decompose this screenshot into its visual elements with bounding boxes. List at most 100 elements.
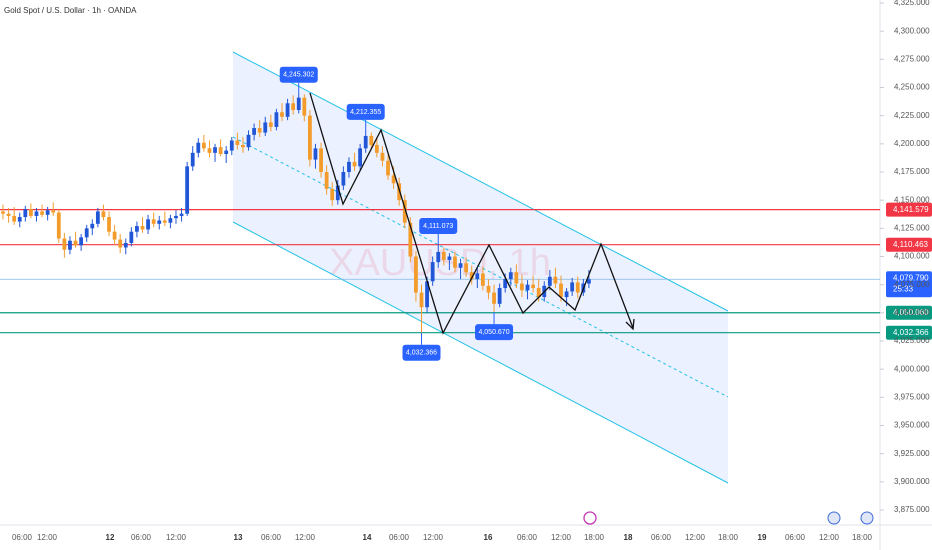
candle-body bbox=[374, 144, 379, 153]
candle-body bbox=[497, 288, 502, 304]
candle-body bbox=[79, 237, 84, 246]
candle-body bbox=[12, 215, 17, 222]
candle-body bbox=[241, 144, 245, 148]
candle-body bbox=[45, 210, 50, 215]
x-tick-label: 06:00 bbox=[517, 533, 538, 542]
candle-body bbox=[207, 148, 212, 153]
candle-body bbox=[17, 217, 22, 222]
last-price-tag bbox=[886, 271, 932, 298]
candle-body bbox=[514, 272, 519, 284]
candle-body bbox=[341, 172, 346, 186]
annotation-box bbox=[475, 324, 514, 341]
candle-body bbox=[40, 211, 44, 215]
event-icon[interactable] bbox=[860, 511, 874, 525]
y-tick-label: 4,300.000 bbox=[894, 26, 930, 35]
candle-body bbox=[469, 272, 474, 280]
candle-body bbox=[213, 147, 217, 153]
candle-body bbox=[575, 282, 580, 293]
candle-body bbox=[235, 140, 240, 145]
candle-body bbox=[268, 122, 273, 127]
candle-body bbox=[151, 219, 156, 224]
annotation-label: 4,111.073 bbox=[423, 223, 453, 230]
candle-body bbox=[358, 148, 363, 167]
candle-body bbox=[475, 273, 480, 280]
candle-body bbox=[447, 256, 452, 260]
annotations: 4,245.302 4,212.355 4,111.073 4,032.366 4,05… bbox=[279, 66, 514, 361]
candle-body bbox=[531, 284, 535, 289]
channel-bottom bbox=[232, 221, 729, 484]
candle-body bbox=[90, 223, 95, 229]
y-tick-label: 4,050.000 bbox=[894, 308, 930, 317]
x-tick-label: 12:00 bbox=[819, 533, 840, 542]
y-tick-label: 3,900.000 bbox=[894, 477, 930, 486]
candle-body bbox=[73, 240, 78, 246]
y-tick-label: 4,025.000 bbox=[894, 336, 930, 345]
channel bbox=[232, 51, 729, 484]
candle-body bbox=[486, 285, 491, 293]
x-tick-label: 06:00 bbox=[131, 533, 152, 542]
y-tick-label: 4,150.000 bbox=[894, 195, 930, 204]
candle-body bbox=[291, 103, 296, 111]
annotation-box bbox=[346, 103, 385, 120]
candles bbox=[1, 92, 591, 333]
candle-body bbox=[547, 276, 552, 286]
y-tick-label: 4,325.000 bbox=[894, 0, 930, 7]
candle-body bbox=[1, 211, 5, 214]
annotation-label: 4,212.355 bbox=[350, 109, 381, 116]
y-tick-label: 4,000.000 bbox=[894, 364, 930, 373]
x-tick-label: 14 bbox=[363, 533, 372, 542]
candle-body bbox=[480, 273, 485, 286]
annotation-box bbox=[402, 344, 441, 361]
candle-body bbox=[118, 239, 123, 248]
candle-body bbox=[414, 256, 418, 293]
y-tick-label: 3,875.000 bbox=[894, 505, 930, 514]
event-icon[interactable] bbox=[827, 511, 841, 525]
candle-body bbox=[263, 122, 268, 133]
candle-body bbox=[162, 220, 167, 223]
x-tick-label: 12:00 bbox=[295, 533, 316, 542]
candle-body bbox=[386, 160, 390, 176]
candle-body bbox=[464, 263, 469, 273]
level-tag-label: 4,141.579 bbox=[893, 205, 929, 214]
candle-body bbox=[330, 188, 335, 201]
x-tick-label: 13 bbox=[234, 533, 243, 542]
candle-body bbox=[123, 242, 128, 248]
annotation-label: 4,245.302 bbox=[283, 72, 314, 79]
countdown: 25:33 bbox=[893, 284, 914, 293]
x-tick-label: 12:00 bbox=[423, 533, 444, 542]
candle-body bbox=[441, 251, 446, 260]
candle-body bbox=[458, 263, 463, 268]
y-tick-label: 3,975.000 bbox=[894, 392, 930, 401]
candle-body bbox=[190, 152, 195, 167]
candle-body bbox=[508, 272, 513, 280]
level-tag bbox=[886, 237, 932, 252]
candle-body bbox=[34, 211, 39, 216]
levels: 4,141.579 4,110.463 4,050.060 4,032.366 4,07… bbox=[0, 202, 932, 340]
candle-body bbox=[224, 150, 229, 154]
candle-body bbox=[246, 134, 251, 148]
x-tick-label: 06:00 bbox=[261, 533, 282, 542]
candle-body bbox=[419, 292, 424, 308]
event-icon[interactable] bbox=[583, 511, 597, 525]
candle-body bbox=[6, 213, 11, 216]
candle-body bbox=[313, 148, 318, 160]
candle-body bbox=[135, 226, 139, 232]
level-tag-label: 4,032.366 bbox=[893, 328, 929, 337]
candle-body bbox=[62, 238, 67, 250]
candle-body bbox=[564, 291, 569, 298]
x-tick-label: 18:00 bbox=[718, 533, 739, 542]
projection-path bbox=[309, 92, 634, 335]
x-tick-label: 12:00 bbox=[37, 533, 58, 542]
candle-body bbox=[101, 211, 106, 218]
candle-body bbox=[503, 279, 508, 289]
x-tick-label: 06:00 bbox=[12, 533, 33, 542]
candle-body bbox=[352, 161, 357, 167]
annotation-box bbox=[419, 218, 458, 235]
candle-body bbox=[520, 283, 524, 291]
candle-body bbox=[391, 175, 396, 184]
candle-body bbox=[285, 103, 290, 117]
candle-body bbox=[112, 231, 117, 240]
candle-body bbox=[201, 142, 206, 149]
candle-body bbox=[402, 200, 407, 223]
